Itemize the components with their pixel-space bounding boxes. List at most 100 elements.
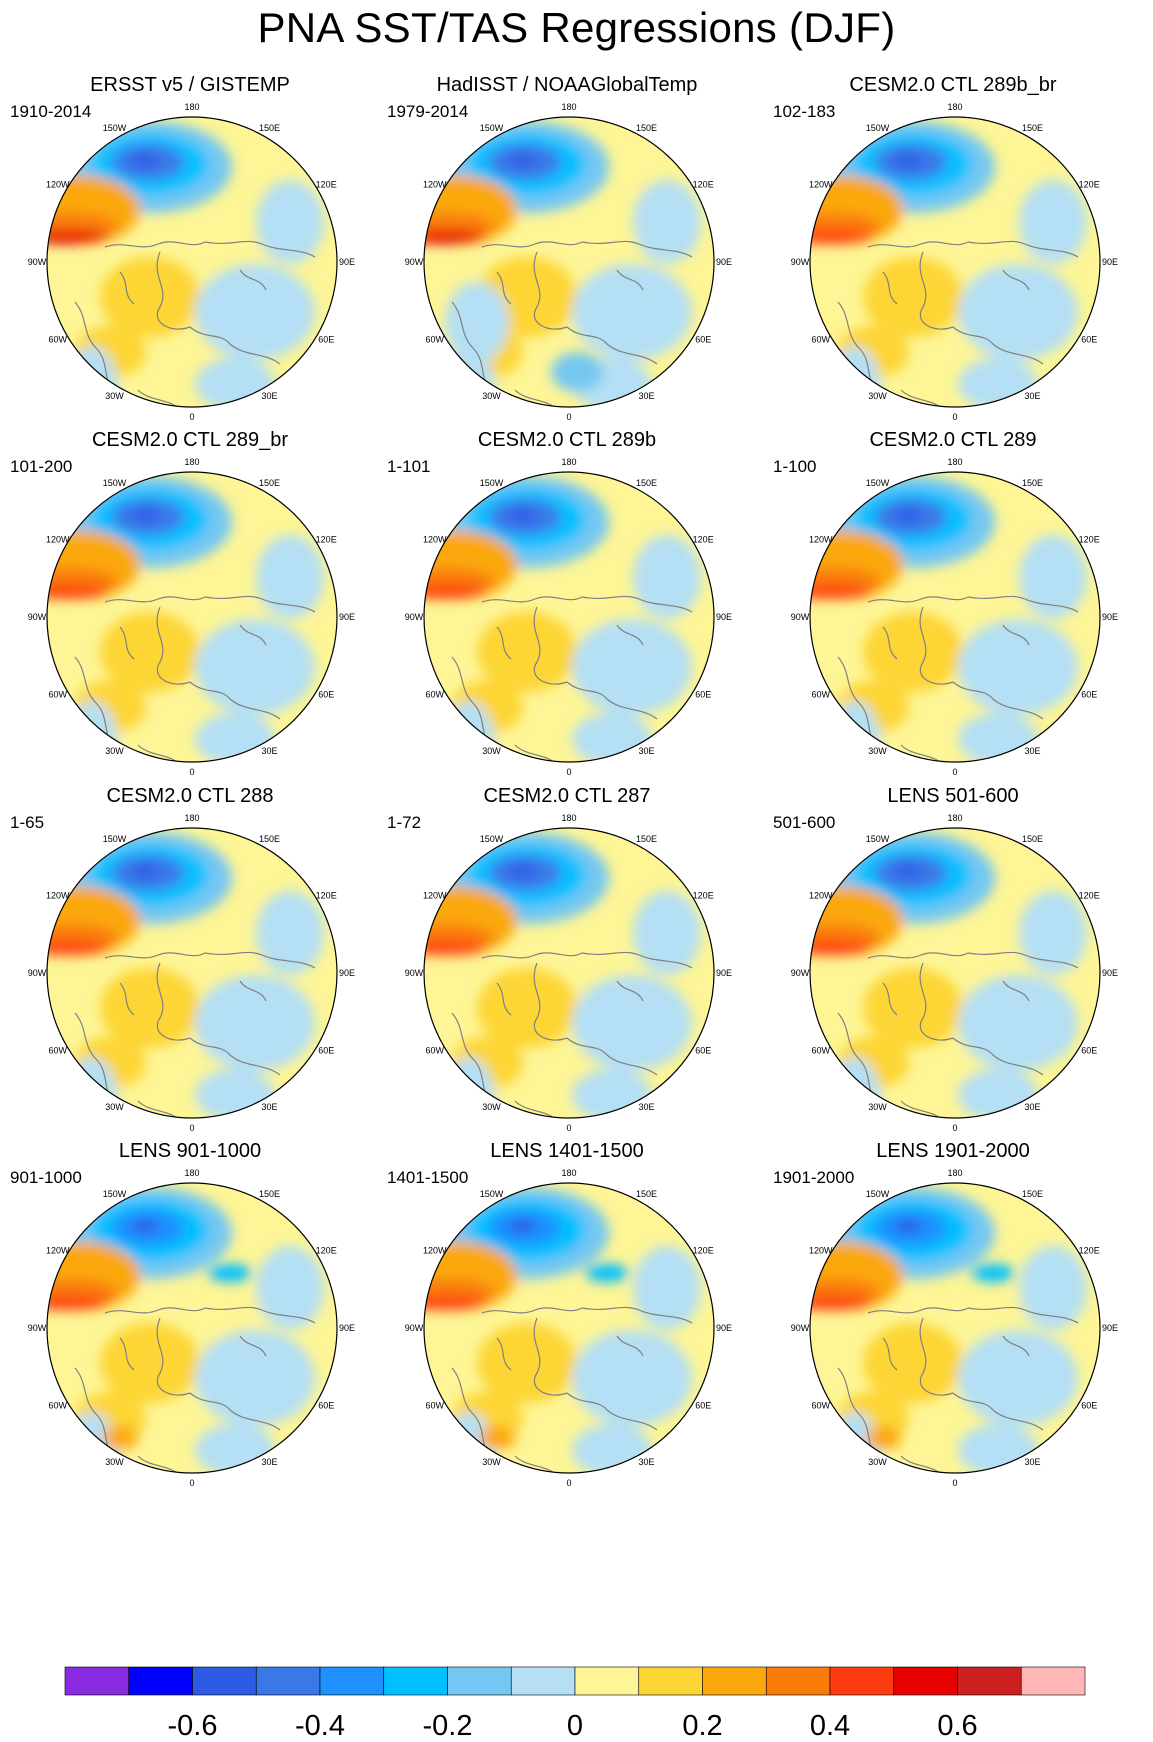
- longitude-label: 60W: [49, 690, 68, 700]
- colorbar-swatch: [574, 1666, 640, 1696]
- longitude-label: 90W: [405, 612, 424, 622]
- longitude-label: 90W: [28, 257, 47, 267]
- coastline: [919, 606, 954, 685]
- coastline: [514, 389, 610, 407]
- longitude-label: 30E: [638, 1457, 654, 1467]
- panel-title: LENS 501-600: [887, 785, 1019, 807]
- longitude-label: 60E: [1081, 1046, 1097, 1056]
- map-boundary: [423, 1182, 715, 1474]
- anomaly-region: [633, 180, 701, 264]
- coastline: [533, 962, 568, 1041]
- coastline: [239, 1335, 267, 1357]
- longitude-label: 120E: [1079, 535, 1100, 545]
- longitude-label: 0: [566, 1123, 571, 1133]
- longitude-label: 30E: [261, 746, 277, 756]
- anomaly-region: [863, 968, 963, 1048]
- longitude-label: 120W: [809, 535, 833, 545]
- map-boundary: [46, 116, 338, 408]
- colorbar-swatch: [765, 1666, 831, 1696]
- longitude-label: 120E: [1079, 891, 1100, 901]
- map-boundary: [423, 827, 715, 1119]
- anomaly-region: [424, 585, 485, 599]
- anomaly-region: [572, 713, 652, 762]
- anomaly-region: [424, 1296, 485, 1310]
- coastline: [919, 251, 954, 330]
- anomaly-region: [572, 1424, 652, 1473]
- coastline: [867, 241, 969, 248]
- panel-period: 1-65: [10, 813, 45, 832]
- anomaly-region: [572, 619, 692, 715]
- longitude-label: 90E: [716, 968, 732, 978]
- anomaly-region: [195, 975, 315, 1071]
- map-boundary: [809, 827, 1101, 1119]
- anomaly-region: [100, 1323, 200, 1403]
- colorbar-swatch: [957, 1666, 1022, 1696]
- longitude-label: 90E: [339, 612, 355, 622]
- anomaly-region: [894, 153, 922, 167]
- longitude-label: 0: [566, 1478, 571, 1488]
- coastline: [119, 982, 135, 1016]
- longitude-label: 90E: [1102, 612, 1118, 622]
- anomaly-region: [100, 612, 200, 692]
- coastline: [137, 389, 233, 407]
- longitude-label: 0: [566, 767, 571, 777]
- coastline: [952, 681, 1044, 720]
- coastline: [952, 326, 1044, 365]
- longitude-label: 90W: [405, 257, 424, 267]
- anomaly-region: [195, 1069, 275, 1118]
- longitude-label: 120E: [693, 180, 714, 190]
- anomaly-region: [508, 508, 536, 522]
- anomaly-region: [894, 1219, 922, 1233]
- longitude-label: 30E: [1024, 746, 1040, 756]
- anomaly-region: [865, 1426, 901, 1450]
- coastline: [867, 596, 969, 603]
- longitude-label: 150E: [1022, 1189, 1043, 1199]
- coastline: [514, 1455, 610, 1473]
- anomaly-region: [100, 968, 200, 1048]
- longitude-label: 150E: [636, 834, 657, 844]
- longitude-label: 150E: [259, 478, 280, 488]
- longitude-label: 180: [947, 457, 962, 467]
- colorbar-tick-label: 0.4: [810, 1710, 850, 1742]
- colorbar: -0.6 -0.4 -0.2 0 0.2 0.4 0.6: [64, 1666, 1086, 1742]
- longitude-label: 30W: [105, 1102, 124, 1112]
- coastline: [952, 1037, 1044, 1076]
- anomaly-region: [424, 941, 485, 955]
- longitude-label: 90E: [716, 612, 732, 622]
- colorbar-swatch: [383, 1666, 448, 1696]
- map-panel: 180 150E 120E 90E 60E 30E 0 30W 60W 90W 120W 150W LE…: [377, 1138, 757, 1533]
- coastline: [533, 251, 568, 330]
- coastline: [204, 240, 316, 258]
- longitude-label: 0: [952, 412, 957, 422]
- longitude-label: 120W: [46, 180, 70, 190]
- anomaly-region: [958, 713, 1038, 762]
- coastline: [533, 606, 568, 685]
- map-boundary: [46, 827, 338, 1119]
- map-panel: 180 150E 120E 90E 60E 30E 0 30W 60W 90W 120W 150W CE…: [377, 427, 757, 822]
- longitude-label: 180: [561, 457, 576, 467]
- longitude-label: 90E: [1102, 257, 1118, 267]
- panel-title: CESM2.0 CTL 289b_br: [849, 74, 1057, 96]
- longitude-label: 30E: [261, 1457, 277, 1467]
- longitude-label: 60E: [695, 335, 711, 345]
- longitude-label: 0: [189, 412, 194, 422]
- colorbar-swatch: [128, 1666, 193, 1696]
- coastline: [882, 982, 898, 1016]
- coastline: [204, 1306, 316, 1324]
- anomaly-region: [195, 358, 275, 407]
- anomaly-region: [195, 1330, 315, 1426]
- coastline: [496, 1337, 512, 1371]
- map-boundary: [423, 471, 715, 763]
- anomaly-region: [551, 352, 603, 392]
- longitude-label: 60W: [426, 335, 445, 345]
- coastline: [239, 980, 267, 1002]
- coastline: [514, 744, 610, 762]
- colorbar-swatch: [510, 1666, 576, 1696]
- longitude-label: 30W: [482, 746, 501, 756]
- longitude-label: 150W: [103, 834, 127, 844]
- colorbar-tick-label: -0.4: [295, 1710, 345, 1742]
- coastline: [900, 744, 996, 762]
- longitude-label: 120W: [423, 535, 447, 545]
- anomaly-region: [47, 585, 108, 599]
- longitude-label: 120E: [1079, 1246, 1100, 1256]
